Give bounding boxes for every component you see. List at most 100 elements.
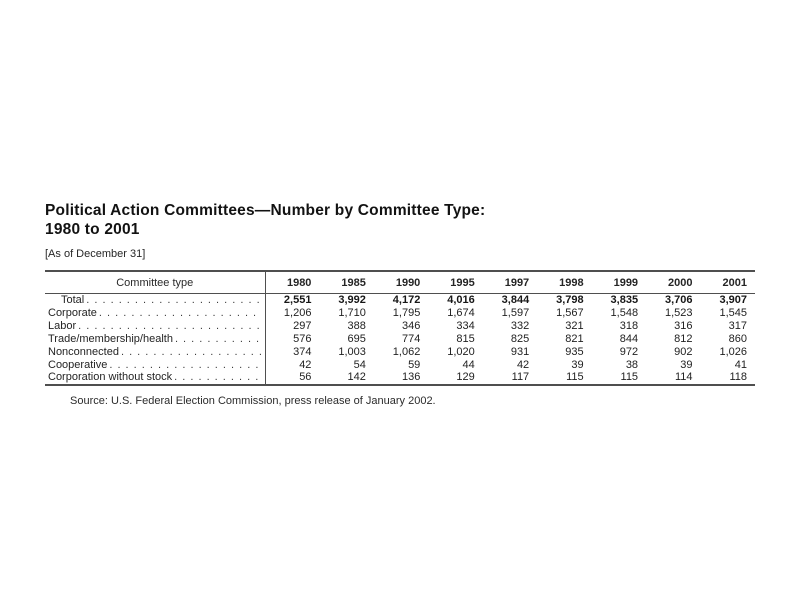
cell-value: 1,545 <box>719 306 747 319</box>
cell-value: 935 <box>565 345 584 358</box>
table-row: Corporation without stock561421361291171… <box>45 371 755 387</box>
cell-value: 812 <box>674 332 693 345</box>
cell-value: 3,835 <box>610 294 639 306</box>
dot-leader <box>78 320 260 333</box>
cell-value: 3,844 <box>501 294 530 306</box>
table-note: [As of December 31] <box>45 248 146 260</box>
cell-value: 3,907 <box>719 294 747 306</box>
cell-value: 4,172 <box>392 294 421 306</box>
row-label: Corporation without stock <box>48 371 173 384</box>
column-header-year: 1997 <box>482 270 538 294</box>
row-stub: Labor <box>45 319 266 333</box>
cell-value: 774 <box>401 332 421 345</box>
row-stub: Trade/membership/health <box>45 332 266 346</box>
cell-value: 3,798 <box>556 294 584 306</box>
cell-value: 39 <box>680 358 693 371</box>
cell-value: 321 <box>565 319 584 332</box>
column-header-year: 2000 <box>646 270 701 294</box>
cell-value: 860 <box>728 332 747 345</box>
cell-value: 115 <box>591 371 647 387</box>
column-header-year: 1998 <box>537 270 592 294</box>
cell-value: 297 <box>293 319 312 332</box>
dot-leader <box>109 359 260 372</box>
pac-table: Committee type 1980 1985 1990 1995 1997 1998 19… <box>45 270 755 387</box>
row-stub: Corporate <box>45 306 266 320</box>
column-header-year: 1980 <box>265 270 320 294</box>
cell-value: 42 <box>299 358 312 371</box>
row-stub: Total <box>45 293 266 307</box>
dot-leader <box>175 333 261 346</box>
cell-value: 1,062 <box>392 345 421 358</box>
row-stub: Corporation without stock <box>45 371 266 387</box>
cell-value: 118 <box>700 371 755 387</box>
cell-value: 39 <box>571 358 584 371</box>
table-row: Total 2,551 3,992 4,172 4,016 3,844 3,798 3,835… <box>45 293 755 307</box>
column-header-committee-type: Committee type <box>45 270 266 294</box>
row-stub: Cooperative <box>45 358 266 372</box>
cell-value: 346 <box>401 319 421 332</box>
column-header-year: 1990 <box>373 270 429 294</box>
dot-leader <box>174 371 260 383</box>
dot-leader <box>99 307 261 320</box>
dot-leader <box>86 294 260 307</box>
cell-value: 117 <box>482 371 538 387</box>
cell-value: 1,567 <box>556 306 584 319</box>
row-label: Labor <box>48 319 77 332</box>
cell-value: 54 <box>353 358 366 371</box>
cell-value: 142 <box>319 371 374 387</box>
cell-value: 42 <box>516 358 530 371</box>
cell-value: 1,020 <box>447 345 475 358</box>
title-line-2: 1980 to 2001 <box>45 221 140 238</box>
cell-value: 1,597 <box>501 306 530 319</box>
cell-value: 3,706 <box>664 294 693 306</box>
cell-value: 115 <box>537 371 592 387</box>
cell-value: 114 <box>646 371 701 387</box>
cell-value: 317 <box>728 319 747 332</box>
cell-value: 3,992 <box>338 294 366 306</box>
cell-value: 1,523 <box>664 306 693 319</box>
row-stub: Nonconnected <box>45 345 266 359</box>
cell-value: 1,206 <box>283 306 312 319</box>
cell-value: 332 <box>510 319 530 332</box>
cell-value: 2,551 <box>283 294 312 306</box>
cell-value: 129 <box>428 371 483 387</box>
cell-value: 4,016 <box>447 294 475 306</box>
table-row: Corporate 1,206 1,710 1,795 1,674 1,597 1,567 1… <box>45 306 755 320</box>
cell-value: 334 <box>456 319 475 332</box>
cell-value: 1,003 <box>338 345 366 358</box>
cell-value: 374 <box>293 345 312 358</box>
cell-value: 931 <box>510 345 530 358</box>
document-title: Political Action Committees—Number by Co… <box>45 201 725 239</box>
cell-value: 56 <box>265 371 320 387</box>
cell-value: 825 <box>510 332 530 345</box>
cell-value: 318 <box>619 319 639 332</box>
table-row: Nonconnected 374 1,003 1,062 1,020 931 935 972 9… <box>45 345 755 359</box>
cell-value: 1,026 <box>719 345 747 358</box>
cell-value: 902 <box>674 345 693 358</box>
column-header-year: 1995 <box>428 270 483 294</box>
row-label: Nonconnected <box>48 345 119 358</box>
row-label: Corporate <box>48 306 97 319</box>
column-header-year: 1985 <box>319 270 374 294</box>
cell-value: 815 <box>456 332 475 345</box>
row-label: Trade/membership/health <box>48 332 173 345</box>
row-label: Cooperative <box>48 358 108 371</box>
cell-value: 576 <box>293 332 312 345</box>
title-line-1: Political Action Committees—Number by Co… <box>45 202 486 219</box>
cell-value: 821 <box>565 332 584 345</box>
cell-value: 1,674 <box>447 306 475 319</box>
cell-value: 972 <box>619 345 639 358</box>
cell-value: 316 <box>674 319 693 332</box>
dot-leader <box>121 346 261 359</box>
cell-value: 844 <box>619 332 639 345</box>
table-header-row: Committee type 1980 1985 1990 1995 1997 1998 19… <box>45 270 755 294</box>
table-row: Trade/membership/health 576 695 774 815 825 82… <box>45 332 755 346</box>
table-row: Cooperative 42 54 59 44 42 39 38 39 41 <box>45 358 755 372</box>
source-note: Source: U.S. Federal Election Commission… <box>70 395 436 407</box>
cell-value: 1,795 <box>392 306 421 319</box>
cell-value: 388 <box>347 319 366 332</box>
table-body: Total 2,551 3,992 4,172 4,016 3,844 3,798 3,835… <box>45 293 755 387</box>
cell-value: 44 <box>462 358 475 371</box>
column-header-year: 1999 <box>591 270 647 294</box>
